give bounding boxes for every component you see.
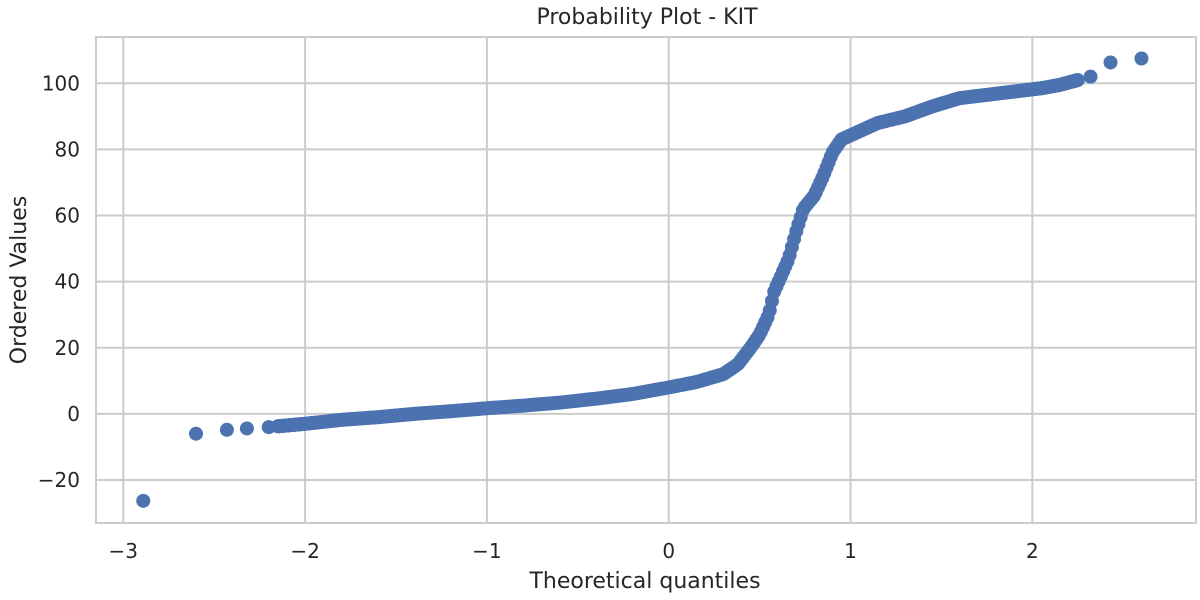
x-tick-label: −1	[472, 539, 501, 563]
data-points	[136, 51, 1149, 508]
y-tick-label: 100	[42, 71, 80, 95]
chart-title: Probability Plot - KIT	[536, 5, 758, 30]
data-point	[1083, 69, 1098, 84]
data-point	[1070, 73, 1085, 88]
y-tick-label: 40	[55, 270, 80, 294]
y-tick-label: −20	[38, 468, 80, 492]
y-tick-label: 80	[55, 137, 80, 161]
x-tick-label: 1	[844, 539, 857, 563]
x-axis-label: Theoretical quantiles	[528, 569, 760, 594]
data-point	[219, 422, 234, 437]
y-tick-label: 0	[67, 402, 80, 426]
data-point	[189, 426, 203, 441]
x-tick-label: −3	[109, 539, 138, 563]
x-axis-ticks: −3 −2 −1 0 1 2	[109, 539, 1039, 563]
y-axis-ticks: −20 0 20 40 60 80 100	[38, 71, 80, 492]
data-point	[1134, 51, 1149, 66]
x-tick-label: 2	[1026, 539, 1039, 563]
plot-frame	[95, 36, 1197, 524]
x-tick-label: −2	[290, 539, 319, 563]
data-point	[1103, 55, 1118, 70]
grid	[96, 37, 1196, 523]
y-tick-label: 60	[55, 204, 80, 228]
y-tick-label: 20	[55, 336, 80, 360]
data-point	[136, 493, 151, 508]
x-tick-label: 0	[662, 539, 675, 563]
y-axis-label: Ordered Values	[7, 196, 32, 364]
data-point	[239, 421, 254, 436]
